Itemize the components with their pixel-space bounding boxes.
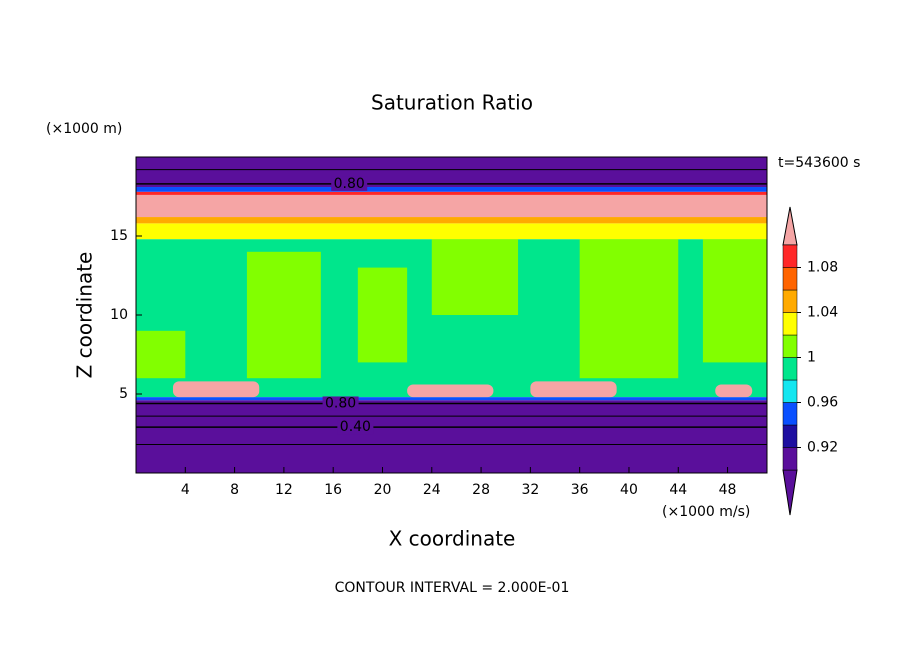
region — [530, 381, 617, 398]
region — [136, 194, 767, 218]
region — [431, 239, 519, 315]
footnote: CONTOUR INTERVAL = 2.000E-01 — [335, 580, 570, 596]
x-tick-label: 8 — [230, 482, 239, 498]
x-tick-label: 28 — [472, 482, 490, 498]
colorbar-segment — [782, 447, 798, 471]
colorbar-segment — [782, 334, 798, 358]
region — [407, 384, 494, 398]
x-tick-label: 4 — [181, 482, 190, 498]
region — [136, 400, 767, 473]
region — [136, 223, 767, 240]
colorbar-segment — [782, 424, 798, 448]
x-axis-label: X coordinate — [389, 527, 516, 551]
colorbar-over — [782, 206, 798, 246]
y-tick-label: 5 — [119, 386, 128, 402]
y-tick-label: 15 — [110, 228, 128, 244]
contour-label-bg — [331, 176, 368, 191]
colorbar-tick-label: 1 — [807, 350, 816, 366]
colorbar-segment — [782, 289, 798, 313]
field: 0.80 0.80 0.40 — [136, 157, 767, 473]
region — [136, 217, 767, 224]
y-axis-label: Z coordinate — [73, 252, 97, 379]
x-unit: (×1000 m/s) — [662, 504, 750, 520]
region — [702, 239, 767, 363]
contour-label: 0.40 — [340, 419, 371, 435]
region — [172, 381, 260, 398]
x-tick-label: 40 — [620, 482, 638, 498]
colorbar-tick-label: 0.96 — [807, 395, 838, 411]
colorbar-segment — [782, 312, 798, 336]
region — [715, 384, 753, 398]
x-tick-label: 32 — [521, 482, 539, 498]
colorbar-tick-label: 1.04 — [807, 305, 838, 321]
colorbar-segment — [782, 357, 798, 381]
region — [246, 251, 321, 379]
x-tick-label: 24 — [423, 482, 441, 498]
colorbar-under — [782, 469, 798, 516]
contour-label-bg — [322, 396, 359, 411]
region — [136, 187, 767, 192]
y-unit: (×1000 m) — [46, 121, 122, 137]
contour-label: 0.80 — [334, 176, 365, 192]
x-tick-label: 44 — [669, 482, 687, 498]
region — [579, 239, 679, 379]
region — [136, 191, 767, 195]
x-tick-label: 48 — [719, 482, 737, 498]
x-tick-label: 36 — [571, 482, 589, 498]
colorbar-segment — [782, 267, 798, 291]
y-tick-label: 10 — [110, 307, 128, 323]
region — [357, 267, 408, 363]
colorbar-tick-label: 1.08 — [807, 260, 838, 276]
region — [136, 330, 186, 379]
colorbar-segment — [782, 379, 798, 403]
x-tick-label: 20 — [374, 482, 392, 498]
contour-label: 0.80 — [325, 395, 356, 411]
region — [136, 157, 767, 188]
chart-title: Saturation Ratio — [371, 91, 533, 115]
x-tick-label: 12 — [275, 482, 293, 498]
colorbar-tick-label: 0.92 — [807, 440, 838, 456]
x-tick-label: 16 — [324, 482, 342, 498]
region — [136, 397, 767, 401]
colorbar-segment — [782, 244, 798, 268]
colorbar-segment — [782, 402, 798, 426]
time-label: t=543600 s — [778, 155, 860, 171]
contour-label-bg — [337, 420, 374, 435]
